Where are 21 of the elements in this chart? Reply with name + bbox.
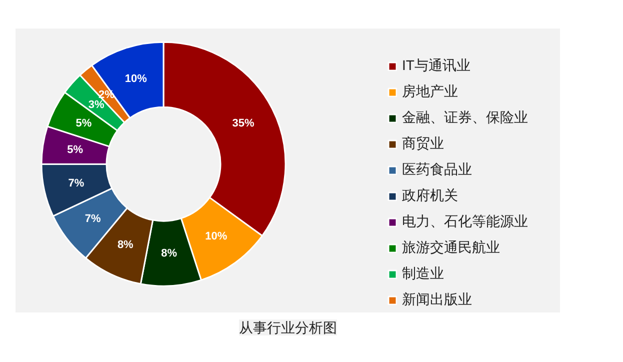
legend-label: 旅游交通民航业: [402, 238, 500, 257]
legend-label: 政府机关: [402, 186, 458, 205]
data-label: 8%: [117, 239, 134, 252]
legend-label: 医药食品业: [402, 160, 472, 179]
legend-label: 房地产业: [402, 82, 458, 101]
legend-label: 商贸业: [402, 134, 444, 153]
data-label: 7%: [68, 178, 84, 190]
legend-label: 电力、石化等能源业: [402, 212, 528, 231]
text: 从事行业分析图: [239, 320, 337, 336]
data-label: 10%: [205, 230, 228, 242]
data-label: 8%: [161, 247, 178, 260]
legend-label: 新闻出版业: [402, 290, 472, 309]
data-label: 3%: [88, 98, 105, 111]
data-label: 35%: [232, 117, 254, 130]
data-label: 7%: [84, 212, 101, 225]
data-label: 5%: [76, 117, 92, 130]
legend-label: 制造业: [402, 264, 444, 283]
data-label: 10%: [124, 72, 148, 85]
data-label: 5%: [67, 144, 84, 156]
legend-label: 金融、证券、保险业: [402, 108, 528, 127]
legend-label: IT与通讯业: [402, 56, 470, 75]
